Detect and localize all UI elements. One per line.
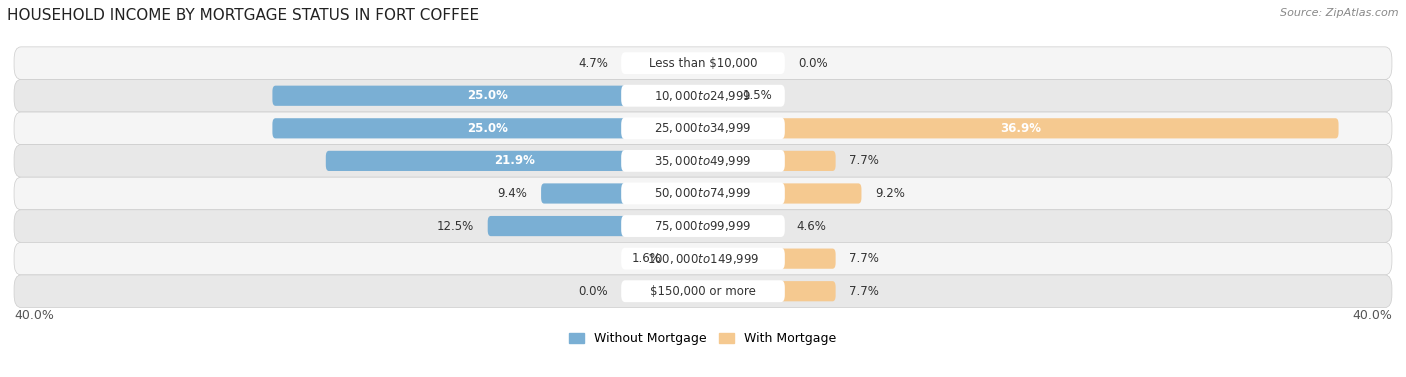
FancyBboxPatch shape <box>621 150 785 172</box>
Text: $35,000 to $49,999: $35,000 to $49,999 <box>654 154 752 168</box>
FancyBboxPatch shape <box>703 248 835 269</box>
Text: 12.5%: 12.5% <box>437 219 474 233</box>
FancyBboxPatch shape <box>14 80 1392 112</box>
Text: 7.7%: 7.7% <box>849 252 879 265</box>
Text: 9.4%: 9.4% <box>498 187 527 200</box>
FancyBboxPatch shape <box>621 182 785 204</box>
Text: 0.0%: 0.0% <box>578 285 607 298</box>
FancyBboxPatch shape <box>621 53 703 73</box>
Text: 25.0%: 25.0% <box>467 122 508 135</box>
Text: $50,000 to $74,999: $50,000 to $74,999 <box>654 187 752 201</box>
Text: 7.7%: 7.7% <box>849 285 879 298</box>
Text: 40.0%: 40.0% <box>14 309 53 322</box>
FancyBboxPatch shape <box>273 118 703 138</box>
Text: 7.7%: 7.7% <box>849 155 879 167</box>
FancyBboxPatch shape <box>703 118 1339 138</box>
FancyBboxPatch shape <box>703 86 728 106</box>
FancyBboxPatch shape <box>621 52 785 74</box>
FancyBboxPatch shape <box>703 281 835 301</box>
FancyBboxPatch shape <box>14 112 1392 145</box>
FancyBboxPatch shape <box>703 151 835 171</box>
FancyBboxPatch shape <box>675 248 703 269</box>
Text: 36.9%: 36.9% <box>1000 122 1042 135</box>
FancyBboxPatch shape <box>703 183 862 204</box>
FancyBboxPatch shape <box>326 151 703 171</box>
Text: Less than $10,000: Less than $10,000 <box>648 57 758 70</box>
Text: Source: ZipAtlas.com: Source: ZipAtlas.com <box>1281 8 1399 18</box>
Text: 4.6%: 4.6% <box>796 219 825 233</box>
Text: HOUSEHOLD INCOME BY MORTGAGE STATUS IN FORT COFFEE: HOUSEHOLD INCOME BY MORTGAGE STATUS IN F… <box>7 8 479 23</box>
FancyBboxPatch shape <box>541 183 703 204</box>
FancyBboxPatch shape <box>621 85 785 107</box>
FancyBboxPatch shape <box>14 145 1392 177</box>
Text: $10,000 to $24,999: $10,000 to $24,999 <box>654 89 752 103</box>
Text: 40.0%: 40.0% <box>1353 309 1392 322</box>
FancyBboxPatch shape <box>14 177 1392 210</box>
FancyBboxPatch shape <box>621 280 785 302</box>
FancyBboxPatch shape <box>621 248 785 270</box>
Text: 9.2%: 9.2% <box>875 187 905 200</box>
FancyBboxPatch shape <box>621 117 785 139</box>
Text: 0.0%: 0.0% <box>799 57 828 70</box>
Text: 4.7%: 4.7% <box>578 57 609 70</box>
Text: $75,000 to $99,999: $75,000 to $99,999 <box>654 219 752 233</box>
FancyBboxPatch shape <box>14 210 1392 242</box>
Legend: Without Mortgage, With Mortgage: Without Mortgage, With Mortgage <box>564 327 842 350</box>
FancyBboxPatch shape <box>14 242 1392 275</box>
FancyBboxPatch shape <box>488 216 703 236</box>
Text: $25,000 to $34,999: $25,000 to $34,999 <box>654 121 752 135</box>
FancyBboxPatch shape <box>14 47 1392 80</box>
Text: 1.6%: 1.6% <box>631 252 662 265</box>
Text: 1.5%: 1.5% <box>742 89 772 102</box>
FancyBboxPatch shape <box>703 216 782 236</box>
FancyBboxPatch shape <box>14 275 1392 308</box>
FancyBboxPatch shape <box>621 215 785 237</box>
Text: $100,000 to $149,999: $100,000 to $149,999 <box>647 251 759 266</box>
FancyBboxPatch shape <box>273 86 703 106</box>
Text: 25.0%: 25.0% <box>467 89 508 102</box>
Text: 21.9%: 21.9% <box>494 155 534 167</box>
Text: $150,000 or more: $150,000 or more <box>650 285 756 298</box>
